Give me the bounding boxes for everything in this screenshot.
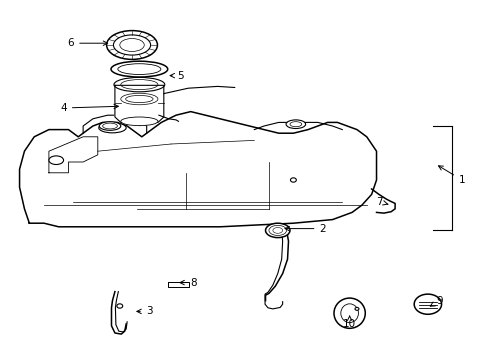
Ellipse shape [106,31,157,59]
Ellipse shape [265,223,289,238]
Text: 3: 3 [137,306,152,316]
Ellipse shape [333,298,365,328]
Ellipse shape [117,304,122,308]
Ellipse shape [99,122,121,130]
Ellipse shape [111,61,167,77]
Text: 4: 4 [60,103,118,113]
Ellipse shape [99,123,126,133]
Text: 1: 1 [438,166,465,185]
Text: 5: 5 [170,71,184,81]
Ellipse shape [285,120,305,129]
Ellipse shape [290,178,296,182]
Polygon shape [115,85,163,122]
Text: 8: 8 [180,278,196,288]
Polygon shape [20,112,376,227]
Text: 10: 10 [343,316,355,329]
Ellipse shape [354,307,358,310]
Text: 7: 7 [375,197,387,207]
Ellipse shape [121,117,158,126]
Text: 9: 9 [429,296,443,306]
Ellipse shape [413,294,441,314]
Ellipse shape [49,156,63,165]
Polygon shape [167,282,189,287]
Ellipse shape [114,77,164,92]
Text: 6: 6 [67,38,107,48]
Text: 2: 2 [285,224,325,234]
